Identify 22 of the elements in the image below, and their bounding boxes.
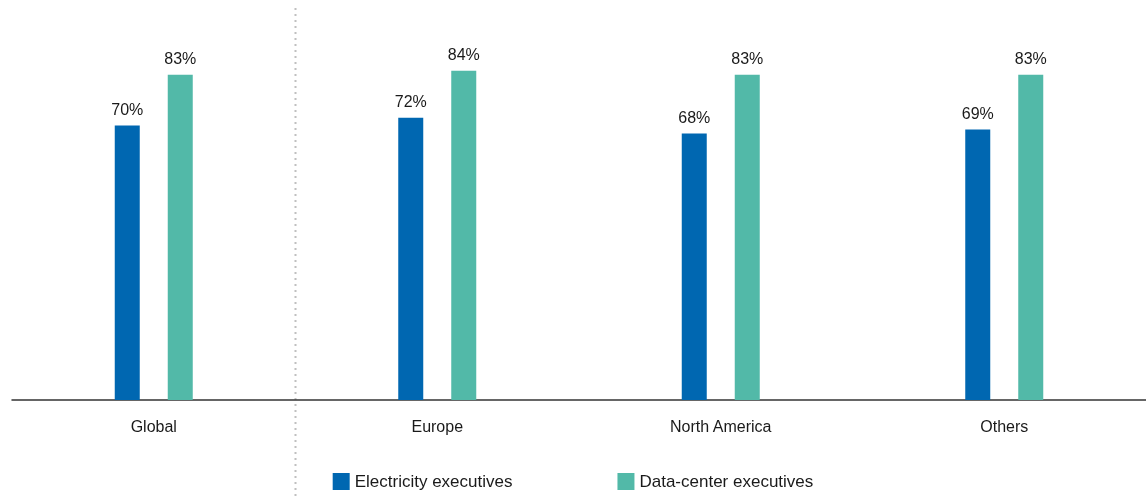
data-label: 68% bbox=[678, 108, 711, 126]
legend-label: Data-center executives bbox=[639, 472, 814, 491]
bar bbox=[734, 74, 760, 400]
x-tick-label: Others bbox=[980, 417, 1029, 435]
data-label: 69% bbox=[961, 105, 994, 123]
bar bbox=[965, 129, 991, 400]
data-label: 72% bbox=[394, 93, 427, 111]
data-label: 84% bbox=[447, 46, 480, 64]
bar bbox=[167, 74, 193, 400]
x-tick-label: Europe bbox=[411, 417, 464, 435]
bar bbox=[451, 70, 477, 400]
data-label: 83% bbox=[164, 50, 197, 68]
x-tick-label: Global bbox=[130, 417, 177, 435]
bar bbox=[681, 133, 707, 400]
bar bbox=[1018, 74, 1044, 400]
x-tick-label: North America bbox=[670, 417, 772, 435]
data-label: 83% bbox=[731, 50, 764, 68]
legend-label: Electricity executives bbox=[354, 472, 513, 491]
bar bbox=[114, 125, 140, 400]
bar bbox=[398, 117, 424, 400]
data-label: 83% bbox=[1014, 50, 1047, 68]
data-label: 70% bbox=[111, 101, 144, 119]
